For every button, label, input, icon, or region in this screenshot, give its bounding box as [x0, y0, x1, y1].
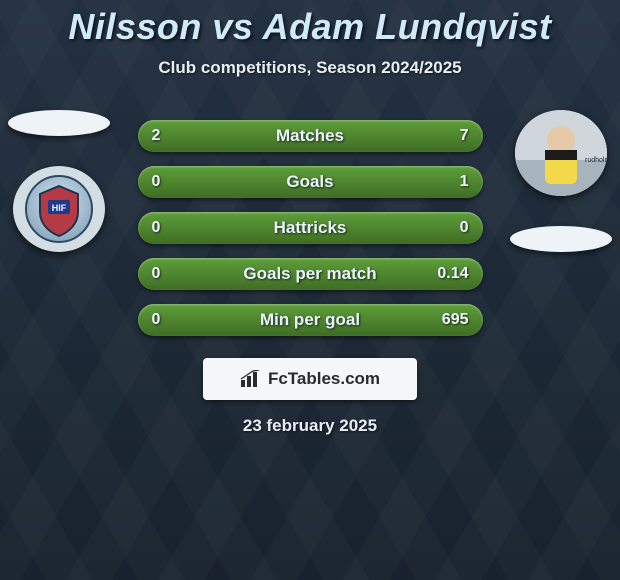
player-left: HIF	[4, 110, 114, 252]
player-right-photo: rudholm	[515, 110, 607, 196]
svg-text:rudholm: rudholm	[585, 157, 607, 164]
stat-left-value: 0	[152, 212, 161, 244]
stat-left-value: 0	[152, 304, 161, 336]
stat-row: 2 Matches 7	[138, 120, 483, 152]
stat-label: Goals	[286, 172, 333, 192]
footer-date: 23 february 2025	[243, 416, 377, 436]
player-right-name-pill	[510, 226, 612, 252]
stat-row: 0 Goals 1	[138, 166, 483, 198]
stat-label: Hattricks	[274, 218, 347, 238]
comparison-panel: HIF rudholm 2 Ma	[0, 120, 620, 436]
content: Nilsson vs Adam Lundqvist Club competiti…	[0, 0, 620, 580]
page-title: Nilsson vs Adam Lundqvist	[0, 0, 620, 48]
shield-icon: HIF	[24, 174, 94, 244]
stat-left-value: 0	[152, 258, 161, 290]
stat-right-value: 695	[442, 304, 469, 336]
player-left-club-badge: HIF	[13, 166, 105, 252]
badge-text: HIF	[52, 203, 67, 213]
stat-left-value: 2	[152, 120, 161, 152]
stat-row: 0 Hattricks 0	[138, 212, 483, 244]
stat-label: Matches	[276, 126, 344, 146]
stat-left-value: 0	[152, 166, 161, 198]
stat-rows: 2 Matches 7 0 Goals 1 0 Hattricks 0 0 Go…	[138, 120, 483, 336]
footer: FcTables.com 23 february 2025	[0, 358, 620, 436]
stat-row: 0 Min per goal 695	[138, 304, 483, 336]
stat-right-value: 0	[460, 212, 469, 244]
player-left-name-pill	[8, 110, 110, 136]
player-photo-icon: rudholm	[515, 110, 607, 196]
brand-badge: FcTables.com	[203, 358, 417, 400]
stat-right-value: 7	[460, 120, 469, 152]
stat-row: 0 Goals per match 0.14	[138, 258, 483, 290]
player-right: rudholm	[506, 110, 616, 252]
brand-text: FcTables.com	[268, 369, 380, 389]
bar-chart-icon	[240, 370, 262, 388]
stat-right-value: 1	[460, 166, 469, 198]
stat-label: Goals per match	[243, 264, 376, 284]
stat-right-value: 0.14	[437, 258, 468, 290]
subtitle: Club competitions, Season 2024/2025	[0, 58, 620, 78]
stat-label: Min per goal	[260, 310, 360, 330]
